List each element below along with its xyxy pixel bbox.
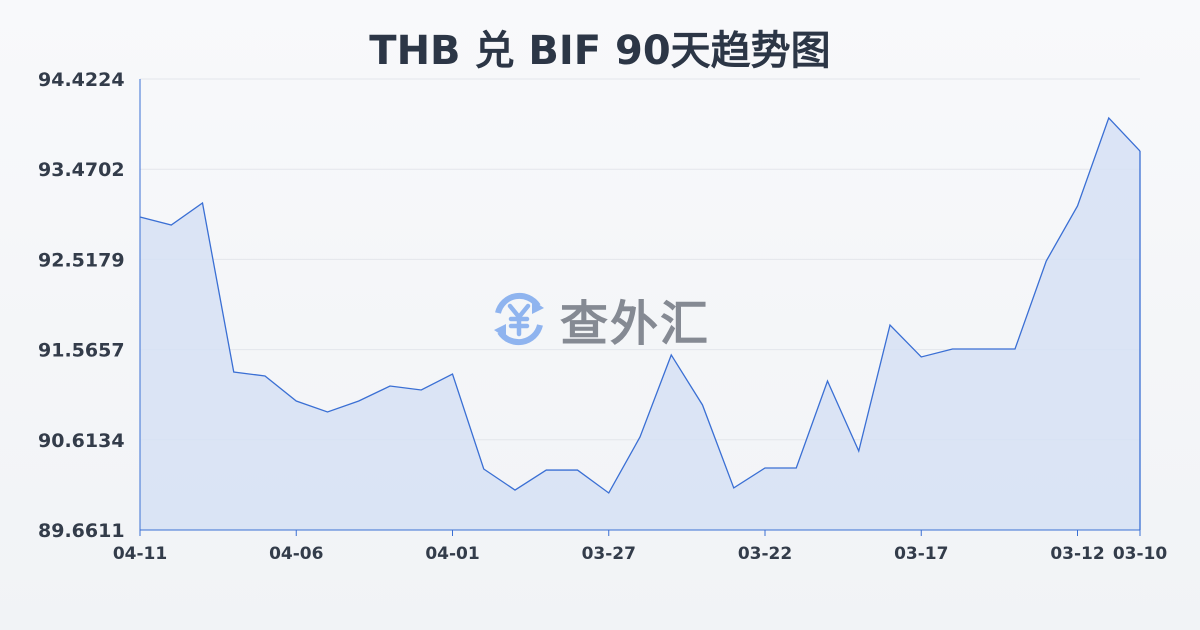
x-tick-label: 03-27 — [582, 544, 636, 564]
watermark-text: 查外汇 — [560, 296, 711, 352]
x-tick-label: 04-01 — [425, 544, 479, 564]
x-tick-label: 04-11 — [113, 544, 167, 564]
watermark: 查外汇 — [488, 284, 710, 354]
x-tick-label: 03-17 — [894, 544, 948, 564]
y-tick-label: 94.4224 — [38, 69, 125, 91]
x-tick-label: 03-22 — [738, 544, 792, 564]
y-tick-label: 91.5657 — [38, 340, 125, 362]
y-tick-label: 93.4702 — [38, 159, 125, 181]
yen-exchange-icon — [494, 292, 544, 346]
y-tick-label: 89.6611 — [38, 520, 125, 542]
area-fill — [140, 117, 1140, 531]
y-tick-label: 90.6134 — [38, 430, 125, 452]
y-tick-label: 92.5179 — [38, 249, 125, 271]
x-tick-label: 03-12 — [1050, 544, 1104, 564]
chart-title: THB 兑 BIF 90天趋势图 — [369, 28, 831, 74]
x-tick-label: 04-06 — [269, 544, 323, 564]
x-tick-label: 03-10 — [1113, 544, 1168, 564]
